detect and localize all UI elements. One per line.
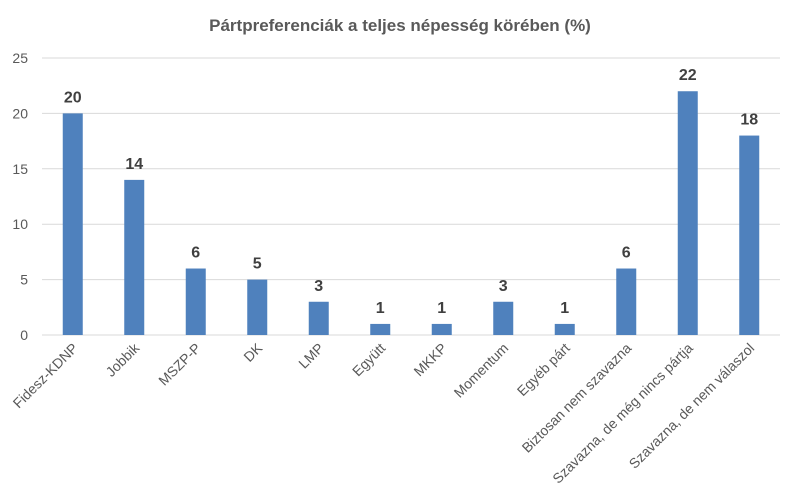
bar	[739, 135, 760, 335]
bar	[431, 323, 452, 335]
bar	[370, 323, 391, 335]
bar	[247, 279, 268, 335]
chart-title: Pártpreferenciák a teljes népesség köréb…	[209, 16, 591, 35]
bar	[616, 268, 637, 335]
data-label: 3	[499, 278, 508, 295]
y-tick-label: 5	[20, 272, 28, 288]
bar	[124, 179, 145, 335]
x-tick-label: Fidesz-KDNP	[10, 340, 81, 411]
x-tick-label: MKKP	[410, 340, 449, 379]
data-label: 14	[125, 156, 143, 173]
y-tick-label: 25	[12, 50, 28, 66]
data-label: 6	[191, 245, 200, 262]
bars	[62, 91, 760, 336]
x-axis-ticks: Fidesz-KDNP Jobbik MSZP-P DK LMP Együtt MKKP Mo…	[10, 339, 758, 486]
bar	[677, 91, 698, 336]
data-label: 6	[622, 245, 631, 262]
x-tick-label: MSZP-P	[155, 340, 204, 389]
x-tick-label: Jobbik	[102, 339, 143, 380]
y-tick-label: 20	[12, 105, 28, 121]
x-tick-label: Biztosan nem szavazna	[519, 340, 635, 456]
bar	[554, 323, 575, 335]
data-label: 5	[253, 256, 262, 273]
x-tick-label: DK	[240, 339, 266, 365]
y-tick-label: 10	[12, 216, 28, 232]
data-label: 1	[376, 300, 385, 317]
data-label: 22	[679, 67, 697, 84]
data-label: 18	[740, 112, 758, 129]
gridlines	[42, 57, 780, 336]
x-tick-label: LMP	[295, 340, 327, 372]
data-label: 20	[64, 89, 82, 106]
y-tick-label: 15	[12, 161, 28, 177]
bar	[308, 301, 329, 335]
bar	[62, 113, 83, 336]
data-label: 1	[437, 300, 446, 317]
data-label: 3	[314, 278, 323, 295]
x-tick-label: Szavazna, de nem válaszol	[626, 340, 758, 472]
data-labels: 20 14 6 5 3 1 1 3 1 6 22 18	[64, 67, 758, 317]
data-label: 1	[560, 300, 569, 317]
bar	[493, 301, 514, 335]
x-tick-label: Együtt	[349, 340, 388, 379]
x-tick-label: Momentum	[451, 340, 512, 401]
bar	[185, 268, 206, 335]
x-tick-label: Egyéb párt	[514, 340, 573, 399]
y-tick-label: 0	[20, 327, 28, 343]
y-axis-ticks: 0 5 10 15 20 25	[12, 50, 28, 343]
